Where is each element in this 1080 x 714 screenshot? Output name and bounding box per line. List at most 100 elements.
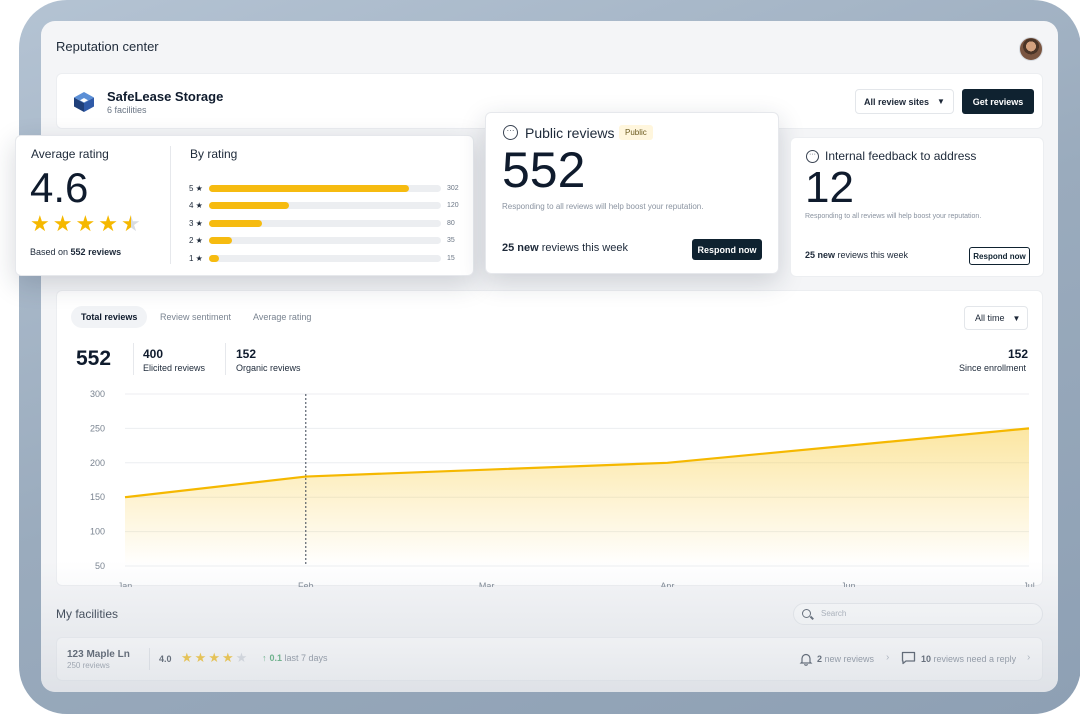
- time-range-select[interactable]: All time ▼: [964, 306, 1028, 330]
- rating-bar-count: 302: [447, 184, 459, 192]
- internal-feedback-count: 12: [805, 163, 854, 212]
- tab-total-reviews[interactable]: Total reviews: [71, 306, 148, 328]
- series-line: [124, 427, 1030, 499]
- caret-down-icon: ▼: [1012, 313, 1021, 323]
- rating-bar-count: 15: [447, 254, 455, 262]
- star-icon: ★: [208, 650, 220, 665]
- rating-bar-count: 80: [447, 219, 455, 227]
- review-sites-select[interactable]: All review sites ▼: [855, 89, 954, 114]
- card-divider: [170, 146, 171, 264]
- new-reviews-count: 2: [817, 654, 823, 664]
- reviews-chart-card: Total reviews Review sentiment Average r…: [56, 290, 1043, 587]
- company-facility-count: 6 facilities: [107, 105, 147, 115]
- stat-divider: [133, 343, 134, 375]
- x-tick-label: Mar: [479, 581, 495, 587]
- based-on-text: Based on 552 reviews: [30, 247, 121, 257]
- review-sites-label: All review sites: [864, 96, 930, 107]
- organic-reviews-label: Organic reviews: [236, 363, 301, 373]
- rating-bar-track: [209, 219, 441, 227]
- facility-rating-value: 4.0: [159, 654, 172, 664]
- needs-reply-label: reviews need a reply: [933, 654, 1017, 664]
- internal-new-label: reviews this week: [837, 250, 909, 260]
- rating-bar-fill: [209, 254, 219, 262]
- public-reviews-help: Responding to all reviews will help boos…: [502, 202, 704, 211]
- average-rating-label: Average rating: [31, 147, 109, 161]
- facilities-section-title: My facilities: [56, 607, 119, 621]
- rating-bar-count: 35: [447, 237, 455, 244]
- rating-bar-fill: [209, 184, 410, 192]
- rating-bar-track: [209, 254, 441, 262]
- series-area: [125, 428, 1029, 566]
- y-tick-label: 50: [95, 561, 105, 571]
- internal-respond-now-button[interactable]: Respond now: [969, 247, 1030, 265]
- rating-bar-track: [209, 202, 441, 209]
- message-icon: [901, 651, 916, 665]
- elicited-reviews-value: 400: [143, 347, 164, 361]
- get-reviews-button[interactable]: Get reviews: [962, 89, 1034, 114]
- new-reviews-link[interactable]: 2 new reviews: [817, 654, 874, 664]
- based-on-prefix: Based on: [30, 247, 69, 257]
- y-tick-label: 200: [90, 458, 105, 468]
- star-icon: ★: [181, 650, 193, 665]
- facility-row[interactable]: 123 Maple Ln 250 reviews 4.0 ★ ★ ★ ★ ★ ↑ 0.1 …: [56, 637, 1043, 681]
- average-rating-stars: ★ ★ ★ ★ ★: [30, 213, 141, 235]
- needs-reply-link[interactable]: 10 reviews need a reply: [921, 654, 1016, 664]
- user-avatar[interactable]: [1019, 37, 1043, 61]
- star-icon: ★: [30, 211, 50, 236]
- chat-bubble-icon: ···: [503, 125, 518, 140]
- rating-bar-row: 5 ★ 302: [189, 182, 459, 194]
- tab-average-rating[interactable]: Average rating: [253, 312, 312, 322]
- y-tick-label: 300: [90, 389, 105, 399]
- rating-bar-label: 4 ★: [189, 201, 203, 210]
- star-icon: ★: [120, 211, 141, 236]
- new-reviews-label: new reviews: [824, 654, 875, 664]
- x-tick-label: Jan: [118, 581, 133, 587]
- internal-feedback-card: ··· Internal feedback to address 12 Resp…: [790, 137, 1044, 277]
- rating-bar-fill: [209, 237, 233, 244]
- reviews-area-chart: 300 250 200 150 100 50 Jan Feb Mar Apr Jun Jul: [90, 389, 1035, 587]
- facility-rating-stars: ★ ★ ★ ★ ★: [181, 650, 247, 666]
- star-icon: ★: [52, 211, 73, 236]
- public-new-reviews: 25 new reviews this week: [502, 242, 628, 254]
- x-tick-label: Feb: [298, 581, 314, 587]
- based-on-count: 552 reviews: [70, 247, 122, 257]
- search-icon: [802, 609, 811, 618]
- y-tick-label: 150: [90, 492, 105, 502]
- rating-bar-row: 1 ★ 15: [189, 252, 459, 264]
- internal-feedback-title: Internal feedback to address: [825, 149, 977, 163]
- star-icon: ★: [221, 650, 234, 665]
- rating-bar-label: 3 ★: [189, 218, 203, 228]
- public-new-label: reviews this week: [541, 242, 628, 254]
- facility-search-input[interactable]: Search: [793, 603, 1043, 625]
- row-divider: [149, 648, 150, 670]
- public-respond-now-button[interactable]: Respond now: [692, 239, 762, 260]
- facility-rating-trend: ↑ 0.1 last 7 days: [262, 653, 328, 663]
- rating-bar-fill: [209, 202, 289, 209]
- average-rating-value: 4.6: [30, 164, 89, 211]
- company-logo-icon: [74, 92, 94, 112]
- rating-bar-row: 3 ★ 80: [189, 217, 459, 229]
- arrow-up-icon: ↑: [262, 653, 267, 663]
- public-reviews-title: Public reviews: [525, 125, 615, 141]
- rating-bar-track: [209, 237, 441, 244]
- facility-name: 123 Maple Ln: [67, 649, 130, 660]
- x-tick-label: Jul: [1023, 581, 1035, 587]
- since-enrollment-label: Since enrollment: [958, 363, 1026, 373]
- star-icon: ★: [75, 211, 96, 236]
- facility-review-count: 250 reviews: [67, 661, 110, 670]
- x-tick-label: Jun: [841, 581, 856, 587]
- company-name: SafeLease Storage: [107, 89, 224, 104]
- trend-value: 0.1: [269, 653, 283, 663]
- y-tick-label: 100: [90, 527, 105, 537]
- stat-divider: [225, 343, 226, 375]
- search-placeholder: Search: [821, 609, 847, 618]
- bell-icon: [799, 653, 813, 666]
- public-new-count: 25 new: [502, 242, 539, 254]
- needs-reply-count: 10: [921, 654, 932, 664]
- public-reviews-card: ··· Public reviews Public 552 Responding…: [485, 112, 779, 274]
- public-badge: Public: [619, 125, 653, 140]
- tab-review-sentiment[interactable]: Review sentiment: [160, 312, 232, 322]
- rating-bar-row: 4 ★ 120: [189, 200, 459, 212]
- trend-period: last 7 days: [284, 653, 328, 663]
- internal-feedback-help: Responding to all reviews will help boos…: [805, 213, 982, 220]
